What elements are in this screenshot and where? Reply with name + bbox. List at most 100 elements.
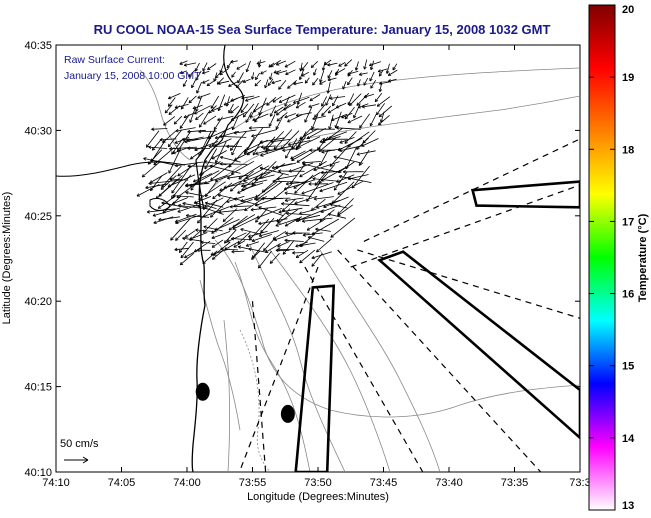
current-vector-head: [378, 121, 382, 126]
current-vector-head: [146, 209, 150, 214]
colorbar-tick-label: 20: [622, 4, 634, 16]
current-vector: [246, 60, 251, 73]
current-vector-head: [282, 148, 286, 152]
current-vector-head: [184, 183, 189, 188]
current-vector-head: [155, 195, 160, 199]
current-vector-head: [320, 178, 325, 182]
current-vector: [251, 161, 277, 186]
current-vector: [207, 63, 217, 70]
current-vector-head: [167, 95, 172, 100]
current-vector: [226, 96, 230, 107]
current-vector-head: [213, 78, 217, 82]
current-vector: [273, 183, 293, 200]
scale-vector: 50 cm/s: [60, 438, 99, 464]
current-vector: [175, 213, 197, 223]
current-vector-head: [159, 137, 163, 142]
current-vector-head: [228, 227, 232, 231]
current-vector-head: [299, 259, 303, 264]
current-vector: [276, 70, 288, 75]
current-vector-head: [326, 90, 331, 94]
current-vector-head: [183, 114, 188, 119]
current-vector: [299, 161, 327, 178]
current-vector: [245, 95, 260, 102]
current-vector-head: [344, 63, 348, 67]
current-vector-head: [275, 165, 279, 169]
current-vector: [237, 72, 244, 84]
current-vector: [208, 145, 234, 147]
current-vector-head: [312, 177, 316, 181]
current-vector-head: [301, 219, 306, 223]
current-vector-head: [226, 144, 230, 149]
spot: [280, 404, 295, 423]
current-vector: [272, 230, 287, 240]
current-vector-head: [337, 211, 341, 215]
current-vector: [187, 129, 206, 133]
current-vector-head: [232, 226, 236, 230]
current-vector-head: [284, 198, 289, 203]
current-vector-head: [301, 73, 305, 77]
current-vector-head: [258, 233, 263, 238]
current-vector: [199, 111, 210, 128]
current-vector: [268, 114, 276, 127]
current-vector: [169, 178, 189, 181]
current-vector: [169, 146, 197, 150]
current-vector: [312, 178, 341, 182]
current-vector: [342, 81, 347, 90]
current-vector: [218, 209, 247, 213]
current-vector: [256, 207, 283, 219]
current-vector: [211, 217, 234, 234]
current-vector-head: [353, 114, 357, 119]
current-vector-head: [237, 80, 241, 84]
current-vector: [246, 127, 264, 151]
current-vector-head: [254, 203, 259, 207]
current-vector: [231, 160, 255, 175]
current-vector: [311, 198, 326, 211]
current-vector-head: [314, 114, 318, 118]
current-vector-head: [195, 116, 199, 121]
current-vector-head: [315, 227, 319, 232]
current-vector: [220, 156, 241, 163]
current-vector-head: [318, 148, 323, 152]
current-vector-head: [152, 213, 156, 217]
current-vector-head: [238, 176, 242, 180]
y-tick-label: 40:20: [24, 296, 52, 308]
current-vector-head: [321, 150, 325, 154]
current-vector: [210, 162, 234, 181]
current-vector: [337, 198, 354, 215]
current-vector: [232, 216, 260, 230]
spots: [195, 382, 295, 423]
current-vector-head: [215, 75, 219, 79]
current-vector: [369, 71, 375, 82]
current-vector-head: [217, 81, 221, 85]
current-vector-head: [282, 207, 286, 212]
current-vector: [256, 61, 266, 65]
current-vector-head: [213, 126, 217, 131]
current-vector-head: [335, 105, 340, 109]
current-vector-head: [277, 244, 281, 248]
current-vector: [291, 149, 311, 161]
current-vector-head: [291, 157, 295, 161]
current-vector: [187, 136, 204, 141]
current-vector: [204, 148, 218, 170]
current-vector-head: [319, 218, 323, 222]
current-vector: [347, 131, 370, 148]
current-vector-head: [325, 102, 329, 106]
current-vector: [329, 146, 349, 167]
current-vector-head: [182, 83, 187, 87]
colorbar-tick-label: 14: [622, 433, 635, 445]
current-vector: [218, 94, 226, 111]
current-vector-head: [207, 135, 212, 139]
current-vector: [284, 113, 296, 118]
current-vector: [177, 204, 198, 213]
current-vector-head: [276, 71, 280, 75]
current-vector-head: [237, 240, 241, 244]
current-vector: [379, 81, 391, 85]
current-vector-head: [214, 143, 218, 147]
current-vector-head: [319, 188, 323, 193]
current-vector-head: [284, 191, 288, 196]
current-vector-head: [202, 214, 206, 218]
current-vector: [145, 130, 160, 148]
current-vector-head: [295, 146, 299, 151]
current-vector: [311, 251, 332, 259]
current-vector: [211, 105, 223, 112]
